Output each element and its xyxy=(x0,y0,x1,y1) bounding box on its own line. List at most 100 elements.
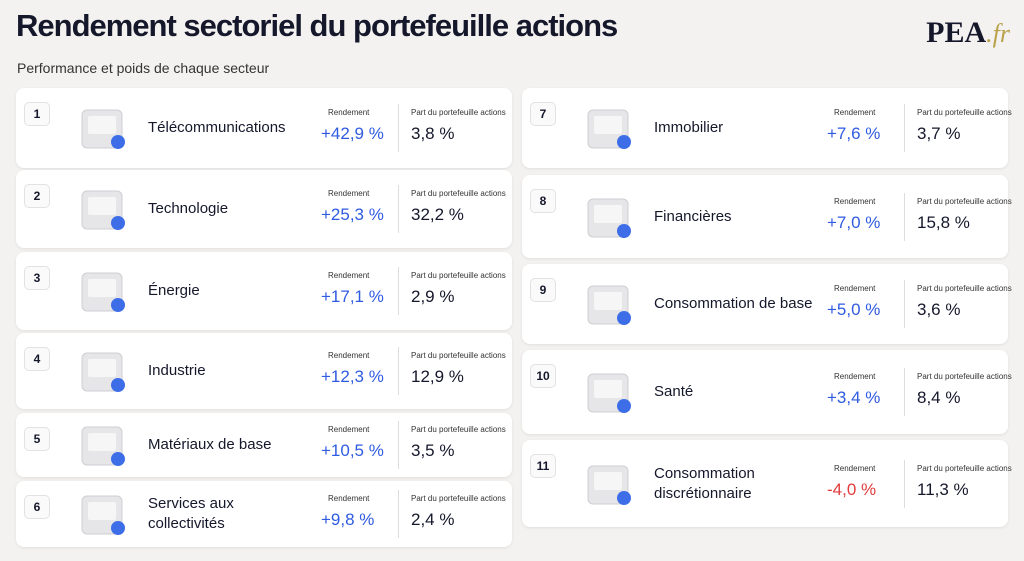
sector-name: Industrie xyxy=(148,362,206,379)
rank: 9 xyxy=(530,278,556,302)
icon-graphic xyxy=(81,109,125,149)
share-value: 3,8 % xyxy=(411,124,455,143)
sector-card: 3 Énergie Rendement +17,1 % Part du portefeu… xyxy=(16,252,512,330)
icon-graphic xyxy=(587,373,631,413)
share-label: Part du portefeuille actions xyxy=(411,271,506,280)
sector-card: 11 Consommation discrétionnaire Rendement -… xyxy=(522,440,1012,527)
rank: 8 xyxy=(530,189,556,213)
return-value: +42,9 % xyxy=(321,124,384,143)
sector-name: Consommation discrétionnaire xyxy=(654,464,755,502)
share-label: Part du portefeuille actions xyxy=(411,494,506,503)
divider xyxy=(398,490,399,538)
sector-name: Énergie xyxy=(148,282,200,299)
sector-name: Télécommunications xyxy=(148,119,286,136)
icon-graphic xyxy=(587,285,631,325)
divider xyxy=(398,104,399,152)
rank: 1 xyxy=(24,102,50,126)
share-value: 12,9 % xyxy=(411,367,464,386)
sector-icon xyxy=(68,100,138,156)
divider xyxy=(904,104,905,152)
share-label: Part du portefeuille actions xyxy=(917,463,1012,473)
share-label: Part du portefeuille actions xyxy=(917,372,1012,381)
share-value: 11,3 % xyxy=(917,479,969,499)
icon-graphic xyxy=(587,109,631,149)
divider xyxy=(904,459,905,508)
share-value: 2,4 % xyxy=(411,510,455,529)
icon-graphic xyxy=(81,352,125,392)
sector-card: 7 Immobilier Rendement +7,6 % Part du portef… xyxy=(522,88,1012,168)
share-label: Part du portefeuille actions xyxy=(917,108,1012,117)
return-label: Rendement xyxy=(328,108,370,117)
divider xyxy=(904,192,905,241)
sector-card: 5 Matériaux de base Rendement +10,5 % Part d… xyxy=(16,413,512,477)
return-label: Rendement xyxy=(328,271,370,280)
sector-icon xyxy=(574,276,644,332)
return-value: +7,6 % xyxy=(827,124,881,143)
sector-name: Santé xyxy=(654,383,694,400)
sector-icon xyxy=(68,263,138,319)
sector-icon xyxy=(574,100,644,156)
return-value: +25,3 % xyxy=(321,205,384,224)
sector-name: Services aux collectivités xyxy=(148,495,234,532)
return-label: Rendement xyxy=(834,463,876,473)
sector-card: 10 Santé Rendement +3,4 % Part du portefeuil… xyxy=(522,350,1012,434)
return-value: +17,1 % xyxy=(321,287,384,306)
return-label: Rendement xyxy=(328,189,370,198)
divider xyxy=(904,368,905,416)
sector-name: Technologie xyxy=(148,200,229,217)
logo-text: PEA xyxy=(926,16,987,49)
share-value: 15,8 % xyxy=(917,212,970,232)
icon-graphic xyxy=(587,465,631,505)
return-value: +10,5 % xyxy=(321,441,384,460)
sector-name: Financières xyxy=(654,207,732,225)
sector-icon xyxy=(574,456,644,512)
rank: 6 xyxy=(24,495,50,519)
return-value: -4,0 % xyxy=(827,479,877,499)
share-value: 3,5 % xyxy=(411,441,455,460)
share-label: Part du portefeuille actions xyxy=(917,196,1012,206)
return-label: Rendement xyxy=(328,351,370,360)
logo: PEA.fr xyxy=(926,16,1010,50)
sector-icon xyxy=(68,486,138,542)
sector-icon xyxy=(68,417,138,473)
sector-icon xyxy=(574,364,644,420)
share-label: Part du portefeuille actions xyxy=(917,284,1012,293)
sector-card: 2 Technologie Rendement +25,3 % Part du port… xyxy=(16,170,512,248)
share-value: 3,7 % xyxy=(917,124,961,143)
sector-icon xyxy=(68,343,138,399)
sector-card: 6 Services aux collectivités Rendement +9,8… xyxy=(16,481,512,547)
rank: 10 xyxy=(530,364,556,388)
rank: 3 xyxy=(24,266,50,290)
return-label: Rendement xyxy=(328,425,370,434)
rank: 7 xyxy=(530,102,556,126)
divider xyxy=(398,185,399,233)
return-label: Rendement xyxy=(834,372,876,381)
share-label: Part du portefeuille actions xyxy=(411,108,506,117)
divider xyxy=(398,267,399,315)
return-value: +5,0 % xyxy=(827,300,881,319)
share-label: Part du portefeuille actions xyxy=(411,425,506,434)
share-value: 3,6 % xyxy=(917,300,961,319)
return-label: Rendement xyxy=(834,284,876,293)
share-value: 32,2 % xyxy=(411,205,464,224)
rank: 4 xyxy=(24,347,50,371)
return-value: +7,0 % xyxy=(827,212,881,232)
title: Rendement sectoriel du portefeuille acti… xyxy=(16,8,618,43)
return-value: +9,8 % xyxy=(321,510,375,529)
return-label: Rendement xyxy=(328,494,370,503)
share-label: Part du portefeuille actions xyxy=(411,189,506,198)
sector-card: 8 Financières Rendement +7,0 % Part du porte… xyxy=(522,175,1012,258)
sector-card: 4 Industrie Rendement +12,3 % Part du portef… xyxy=(16,333,512,409)
sector-card: 9 Consommation de base Rendement +5,0 % Part… xyxy=(522,264,1012,344)
share-value: 8,4 % xyxy=(917,388,961,407)
divider xyxy=(904,280,905,328)
rank: 2 xyxy=(24,184,50,208)
icon-graphic xyxy=(81,495,125,535)
return-label: Rendement xyxy=(834,196,876,206)
icon-graphic xyxy=(81,272,125,312)
icon-graphic xyxy=(81,190,125,230)
divider xyxy=(398,421,399,469)
return-label: Rendement xyxy=(834,108,876,117)
return-value: +3,4 % xyxy=(827,388,881,407)
